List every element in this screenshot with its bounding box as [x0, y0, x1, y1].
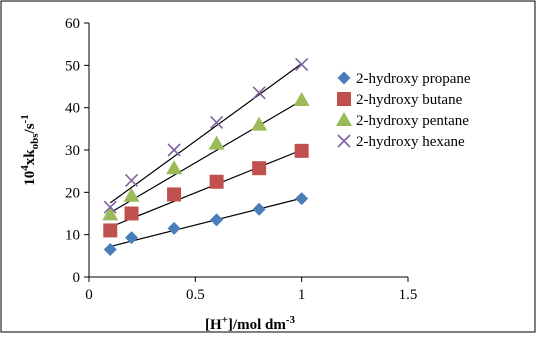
data-point — [295, 57, 309, 72]
data-point — [210, 115, 224, 130]
data-point — [103, 223, 118, 238]
y-tick-label: 40 — [65, 101, 80, 117]
y-axis-title: 104xkobs/s-1 — [19, 114, 41, 185]
legend-marker — [336, 112, 352, 126]
data-point — [125, 231, 139, 245]
data-point — [103, 200, 117, 214]
data-point — [251, 116, 268, 131]
data-point — [124, 206, 139, 221]
legend-marker — [337, 71, 351, 85]
x-tick-label: 0 — [85, 287, 93, 303]
legend-label: 2-hydroxy butane — [356, 92, 463, 108]
axes: 0 10 20 30 40 50 60 0 0.5 1 1.5 — [65, 16, 417, 303]
data-point — [294, 143, 309, 158]
y-tick-label: 10 — [65, 228, 80, 244]
data-point — [293, 92, 310, 107]
data-point — [252, 161, 267, 176]
trendline — [109, 99, 302, 214]
data-point — [167, 143, 181, 157]
x-tick-label: 1.5 — [399, 287, 418, 303]
x-tick-label: 1 — [298, 287, 306, 303]
legend: 2-hydroxy propane 2-hydroxy butane 2-hydro… — [336, 71, 471, 150]
data-point — [166, 160, 183, 175]
y-tick-label: 60 — [65, 16, 80, 32]
trendline — [110, 149, 302, 228]
data-point — [208, 135, 225, 150]
data-point — [167, 187, 182, 202]
data-points — [102, 57, 310, 256]
y-tick-label: 50 — [65, 58, 80, 74]
data-point — [167, 221, 181, 235]
data-point — [124, 173, 139, 188]
data-point — [210, 213, 224, 227]
legend-label: 2-hydroxy pentane — [356, 113, 469, 129]
y-tick-label: 30 — [65, 143, 80, 159]
trendlines — [109, 63, 303, 248]
data-point — [295, 192, 309, 206]
trendline — [109, 63, 303, 204]
data-point — [252, 202, 266, 216]
x-axis-title: [H+]/mol dm-3 — [205, 314, 296, 333]
x-tick-label: 0.5 — [186, 287, 205, 303]
data-point — [209, 174, 224, 189]
y-tick-label: 0 — [73, 270, 81, 286]
data-point — [103, 242, 117, 256]
legend-marker — [337, 134, 351, 148]
legend-marker — [337, 92, 351, 106]
trendline — [110, 197, 302, 248]
data-point — [102, 206, 119, 221]
data-point — [123, 187, 140, 202]
data-point — [252, 86, 266, 100]
y-tick-label: 20 — [65, 185, 80, 201]
legend-label: 2-hydroxy propane — [356, 71, 471, 87]
legend-label: 2-hydroxy hexane — [356, 134, 465, 150]
